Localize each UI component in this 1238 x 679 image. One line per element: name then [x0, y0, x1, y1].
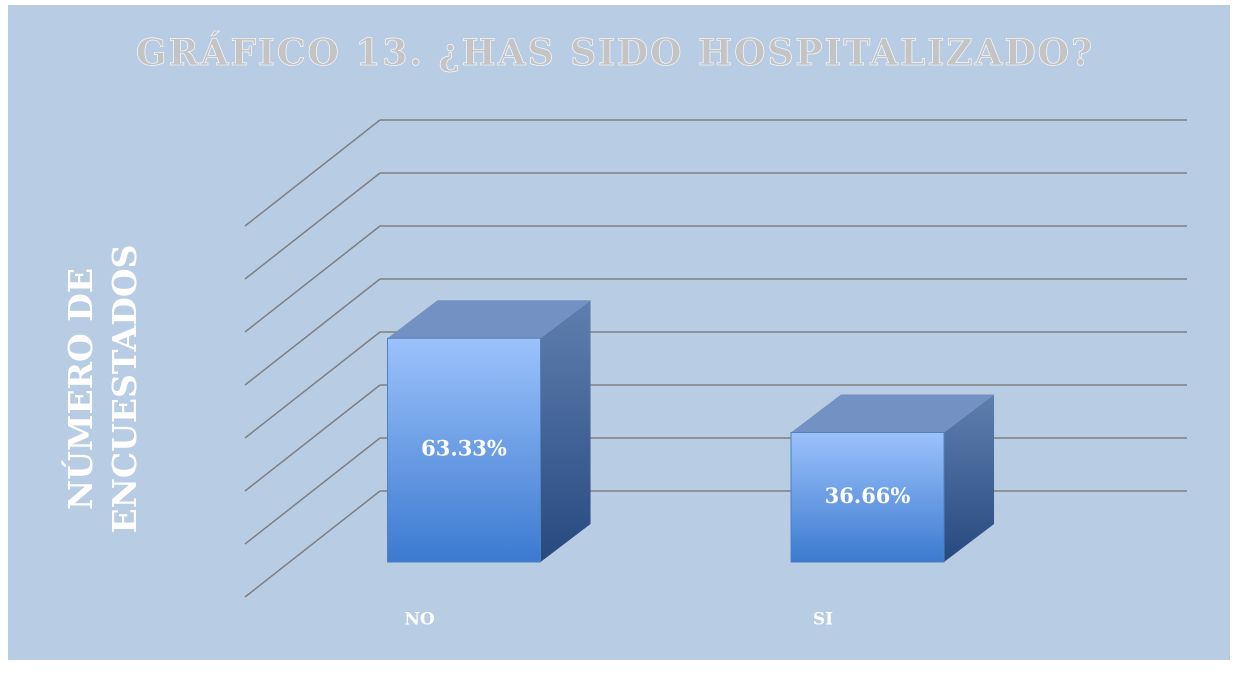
- y-axis-label: NÚMERO DE ENCUESTADOS: [61, 244, 144, 534]
- bar-side: [540, 300, 591, 563]
- bar-front: [387, 337, 542, 563]
- bar: [790, 394, 995, 563]
- bars: 63.33% NO 36.66% SI: [387, 300, 995, 630]
- bar: [387, 300, 591, 563]
- grid-line-depth: [244, 119, 381, 227]
- value-label: 63.33%: [421, 436, 507, 461]
- grid-line-depth: [244, 225, 381, 333]
- chart-title: GRÁFICO 13. ¿HAS SIDO HOSPITALIZADO?: [136, 32, 1094, 74]
- grid-line-depth: [244, 384, 381, 492]
- grid-line-depth: [244, 437, 381, 545]
- bar-top: [387, 300, 591, 339]
- bar-side: [944, 394, 995, 563]
- x-tick-label: NO: [404, 610, 435, 630]
- grid-line-depth: [244, 172, 381, 280]
- value-label: 36.66%: [825, 483, 911, 508]
- grid-line-depth: [244, 490, 381, 598]
- grid-line-depth: [244, 278, 381, 386]
- x-tick-label: SI: [813, 610, 833, 630]
- bar-top: [791, 394, 995, 433]
- grid-line-depth: [244, 331, 381, 439]
- bar-front: [790, 431, 945, 563]
